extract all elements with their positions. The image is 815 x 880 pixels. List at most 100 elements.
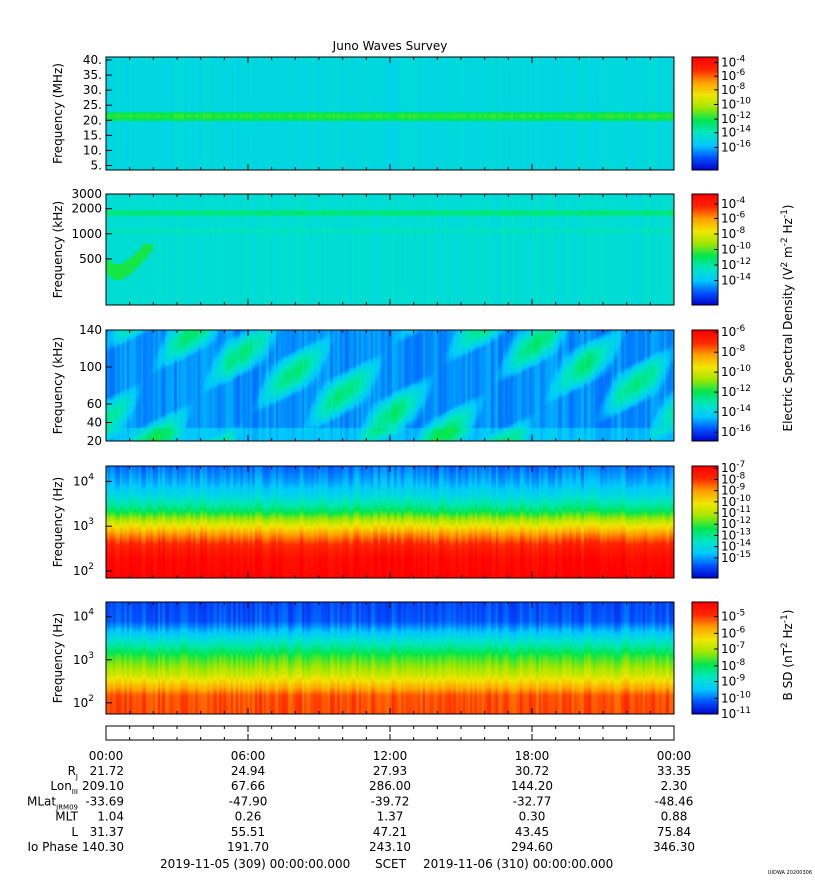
colorbar-strip <box>692 368 718 370</box>
colorbar-strip <box>692 558 718 560</box>
colorbar-strip <box>692 651 718 653</box>
colorbar-strip <box>692 209 718 211</box>
colorbar-strip <box>692 647 718 649</box>
colorbar-strip <box>692 436 718 438</box>
colorbar-strip <box>692 71 718 73</box>
y-tick-label: 104 <box>73 472 94 488</box>
colorbar-strip <box>692 618 718 620</box>
colorbar-strip <box>692 371 718 373</box>
colorbar-strip <box>692 284 718 286</box>
colorbar-strip <box>692 69 718 71</box>
colorbar-strip <box>692 292 718 294</box>
colorbar-strip <box>692 343 718 345</box>
colorbar-strip <box>692 517 718 519</box>
colorbar-strip <box>692 121 718 123</box>
colorbar-strip <box>692 521 718 523</box>
colorbar-strip <box>692 355 718 357</box>
colorbar-strip <box>692 504 718 506</box>
colorbar-strip <box>692 331 718 333</box>
colorbar-strip <box>692 619 718 621</box>
colorbar-strip <box>692 365 718 367</box>
colorbar-strip <box>692 547 718 549</box>
colorbar-strip <box>692 570 718 572</box>
colorbar-tick-label: 10-8 <box>721 82 746 97</box>
colorbar-strip <box>692 415 718 417</box>
colorbar-strip <box>692 511 718 513</box>
colorbar-strip <box>692 228 718 230</box>
colorbar-strip <box>692 505 718 507</box>
colorbar-strip <box>692 168 718 170</box>
colorbar-strip <box>692 67 718 69</box>
colorbar-strip <box>692 551 718 553</box>
colorbar-tick-label: 10-4 <box>721 196 746 211</box>
colorbar-strip <box>692 660 718 662</box>
colorbar-strip <box>692 128 718 130</box>
colorbar-strip <box>692 370 718 372</box>
colorbar-tick-label: 10-16 <box>721 424 751 439</box>
ephemeris-value: 294.60 <box>511 840 553 854</box>
ephemeris-value: 191.70 <box>227 840 269 854</box>
colorbar-strip <box>692 431 718 433</box>
colorbar-strip <box>692 201 718 203</box>
colorbar-strip <box>692 155 718 157</box>
colorbar-strip <box>692 482 718 484</box>
colorbar-strip <box>692 300 718 302</box>
colorbar-strip <box>692 531 718 533</box>
colorbar-strip <box>692 271 718 273</box>
colorbar-strip <box>692 237 718 239</box>
colorbar-tick-label: 10-6 <box>721 625 746 640</box>
colorbar-strip <box>692 166 718 168</box>
ephemeris-value: -32.77 <box>513 794 552 808</box>
colorbar-strip <box>692 259 718 261</box>
colorbar-strip <box>692 567 718 569</box>
colorbar-strip <box>692 394 718 396</box>
colorbar-strip <box>692 623 718 625</box>
colorbar-strip <box>692 226 718 228</box>
colorbar-strip <box>692 197 718 199</box>
colorbar-frame <box>691 329 719 442</box>
colorbar-strip <box>692 145 718 147</box>
ephemeris-row-label: MLT <box>55 810 78 824</box>
colorbar-strip <box>692 602 718 604</box>
colorbar-strip <box>692 426 718 428</box>
colorbar-tick-label: 10-10 <box>721 242 751 257</box>
colorbar-strip <box>692 101 718 103</box>
colorbar-strip <box>692 83 718 85</box>
colorbar-strip <box>692 250 718 252</box>
colorbar-strip <box>692 218 718 220</box>
y-tick-label: 140 <box>79 323 102 337</box>
colorbar-strip <box>692 536 718 538</box>
ephemeris-value: -33.69 <box>85 794 124 808</box>
colorbar-strip <box>692 161 718 163</box>
colorbar-strip <box>692 571 718 573</box>
colorbar-strip <box>692 216 718 218</box>
ephemeris-value: 2.30 <box>661 779 688 793</box>
colorbar-strip <box>692 631 718 633</box>
ephemeris-value: 31.37 <box>90 825 124 839</box>
colorbar-strip <box>692 565 718 567</box>
colorbar-strip <box>692 655 718 657</box>
colorbar-strip <box>692 680 718 682</box>
colorbar-strip <box>692 247 718 249</box>
colorbar-strip <box>692 661 718 663</box>
y-tick-label: 102 <box>73 694 94 710</box>
ephemeris-value: 30.72 <box>515 764 549 778</box>
colorbar-strip <box>692 234 718 236</box>
colorbar-strip <box>692 559 718 561</box>
colorbar-tick-label: 10-10 <box>721 690 751 705</box>
colorbar-strip <box>692 669 718 671</box>
magnetic-colorbar-title: B SD (nT2 Hz-1) <box>780 610 795 701</box>
colorbar-strip <box>692 679 718 681</box>
colorbar-strip <box>692 475 718 477</box>
colorbar-strip <box>692 632 718 634</box>
colorbar-strip <box>692 429 718 431</box>
colorbar-strip <box>692 164 718 166</box>
panel-lfr-high: 140 100 60 40 20 Frequency (kHz) 10-6 10-8 10-10… <box>51 323 751 448</box>
colorbar-strip <box>692 108 718 110</box>
colorbar-strip <box>692 704 718 706</box>
colorbar-titles: Electric Spectral Density (V2 m-2 Hz-1) B… <box>780 204 795 700</box>
ephemeris-row-label: Io Phase <box>27 840 78 854</box>
colorbar-strip <box>692 703 718 705</box>
colorbar-strip <box>692 288 718 290</box>
